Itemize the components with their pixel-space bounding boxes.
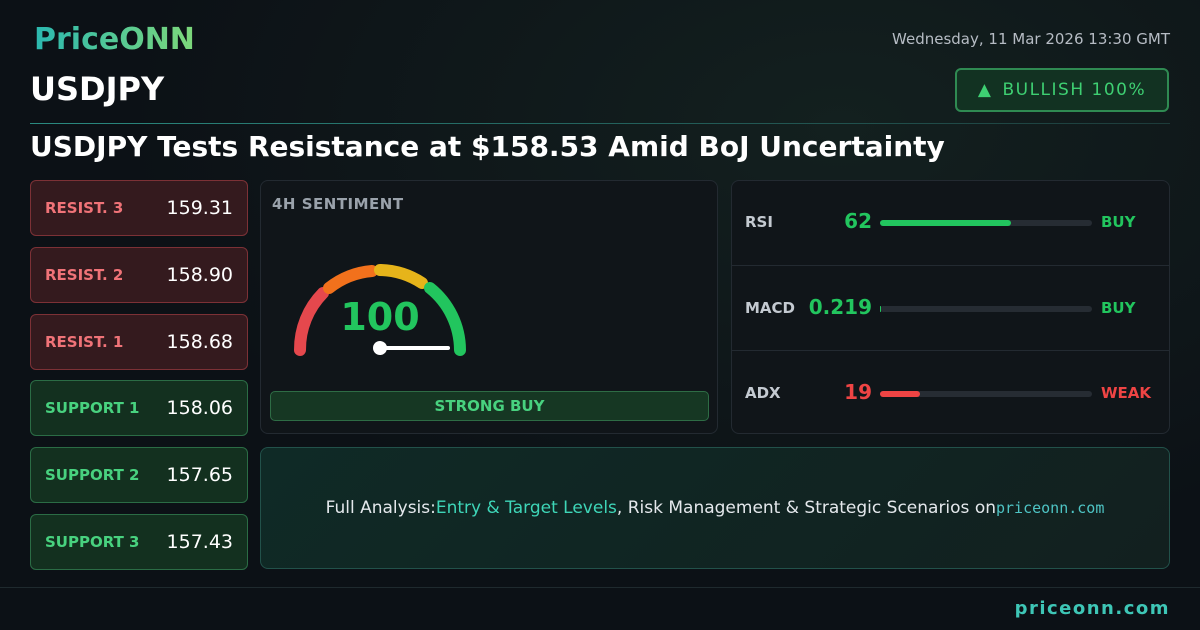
gauge-value: 100 <box>340 295 419 339</box>
level-label: SUPPORT 3 <box>45 533 140 551</box>
cta-middle: , Risk Management & Strategic Scenarios … <box>616 498 996 518</box>
indicator-value: 62 <box>844 209 872 233</box>
headline: USDJPY Tests Resistance at $158.53 Amid … <box>30 130 945 163</box>
level-value: 158.90 <box>166 263 233 286</box>
level-label: SUPPORT 2 <box>45 466 140 485</box>
level-label: RESIST. 2 <box>45 265 124 284</box>
level-value: 157.65 <box>166 464 233 487</box>
indicator-signal: BUY <box>1101 299 1136 317</box>
indicator-track <box>880 391 1092 397</box>
cta-highlight: Entry & Target Levels <box>435 498 617 518</box>
divider <box>30 123 1170 124</box>
indicator-name: MACD <box>745 299 795 317</box>
symbol: USDJPY <box>30 70 165 108</box>
indicator-bar <box>880 391 921 397</box>
indicator-row: ADX 19 WEAK <box>732 350 1169 435</box>
indicator-value: 19 <box>844 380 872 404</box>
indicator-track <box>880 306 1092 312</box>
level-label: RESIST. 3 <box>45 199 124 217</box>
cta-prefix: Full Analysis: <box>325 498 436 518</box>
indicator-row: MACD 0.219 BUY <box>732 265 1169 350</box>
level-label: RESIST. 1 <box>45 332 124 351</box>
level-value: 158.68 <box>166 330 233 353</box>
level-value: 158.06 <box>166 397 233 420</box>
badge: ▲ BULLISH 100% <box>955 68 1169 112</box>
indicator-name: ADX <box>745 384 781 402</box>
datetime: Wednesday, 11 Mar 2026 13:30 GMT <box>892 30 1170 48</box>
indicator-row: RSI 62 BUY <box>732 180 1169 265</box>
level-value: 159.31 <box>166 197 233 219</box>
indicator-name: RSI <box>745 213 773 231</box>
level-box: RESIST. 2 158.90 <box>30 246 248 303</box>
up-icon: ▲ <box>977 80 993 100</box>
level-box: RESIST. 3 159.31 <box>30 180 248 236</box>
level-value: 157.43 <box>166 531 233 553</box>
level-box: SUPPORT 1 158.06 <box>30 380 248 437</box>
gauge: 100 <box>293 264 466 356</box>
indicator-value: 0.219 <box>808 295 872 319</box>
indicator-track <box>880 220 1092 226</box>
level-box: SUPPORT 2 157.65 <box>30 447 248 504</box>
indicator-signal: WEAK <box>1101 384 1152 402</box>
level-label: SUPPORT 1 <box>45 399 140 418</box>
badge-text: BULLISH 100% <box>1002 80 1147 100</box>
cta-link[interactable]: priceonn.com <box>996 499 1105 517</box>
level-box: SUPPORT 3 157.43 <box>30 514 248 570</box>
logo: PriceONN <box>34 22 195 57</box>
needle-hub <box>373 341 387 355</box>
level-box: RESIST. 1 158.68 <box>30 313 248 370</box>
indicator-bar <box>880 220 1012 226</box>
footer-link[interactable]: priceonn.com <box>1014 598 1170 619</box>
footer-divider <box>0 587 1200 588</box>
sentiment-title: 4H SENTIMENT <box>272 195 404 213</box>
cta: Full Analysis: Entry & Target Levels, Ri… <box>260 447 1170 569</box>
indicator-signal: BUY <box>1101 213 1136 231</box>
verdict: STRONG BUY <box>270 391 709 421</box>
